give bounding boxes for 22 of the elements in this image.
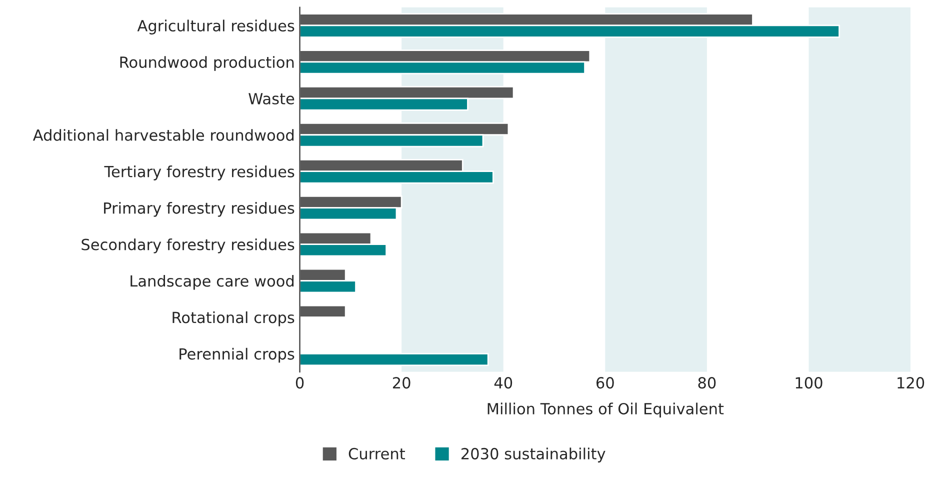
y-tick-label: Agricultural residues	[137, 20, 294, 34]
y-tick-label: Additional harvestable roundwood	[32, 129, 294, 141]
y-tick-label: Waste	[248, 93, 294, 104]
legend-label: Current	[348, 448, 406, 460]
x-tick-label: 120	[898, 377, 924, 389]
x-tick-label: 60	[596, 377, 614, 389]
legend-label: 2030 sustainability	[461, 448, 606, 462]
x-axis-title: Million Tonnes of Oil Equivalent	[488, 402, 724, 418]
bar	[300, 352, 489, 366]
bar	[300, 304, 346, 318]
x-tick-label: 40	[494, 377, 512, 389]
y-tick-label: Tertiary forestry residues	[104, 166, 294, 180]
x-tick-label: 0	[296, 377, 304, 389]
y-tick-label: Secondary forestry residues	[82, 238, 294, 254]
x-tick-label: 80	[698, 377, 716, 389]
y-tick-label: Rotational crops	[172, 311, 294, 326]
x-tick-label: 20	[392, 377, 410, 389]
y-tick-label: Perennial crops	[180, 348, 294, 363]
y-tick-label: Landscape care wood	[130, 274, 294, 290]
y-tick-label: Primary forestry residues	[104, 202, 294, 217]
y-tick-label: Roundwood production	[120, 56, 294, 71]
x-tick-label: 100	[796, 377, 822, 389]
